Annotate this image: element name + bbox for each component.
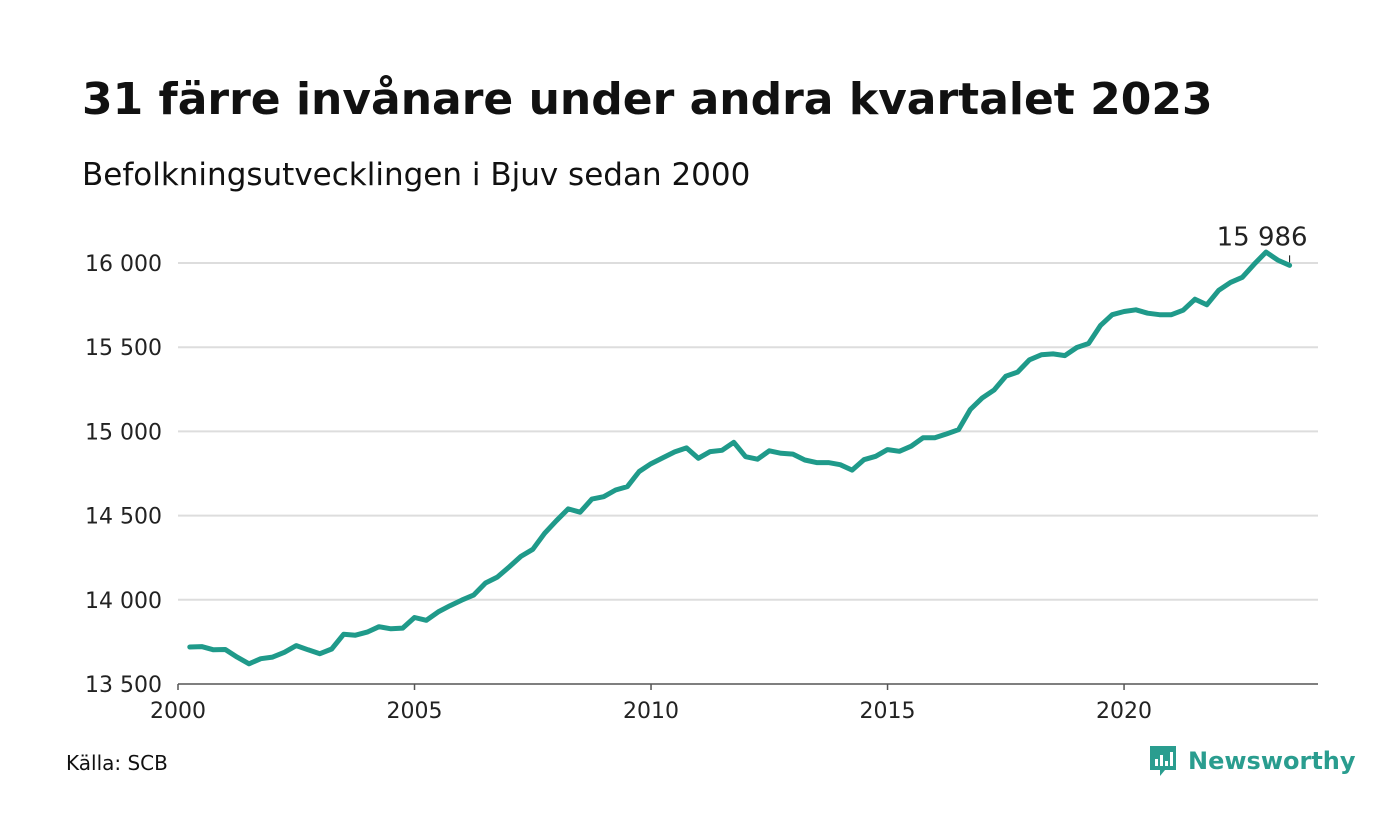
- y-tick-label: 16 000: [85, 252, 162, 277]
- x-tick-label: 2000: [150, 699, 206, 724]
- brand-name: Newsworthy: [1188, 747, 1356, 775]
- x-tick-label: 2005: [387, 699, 443, 724]
- data-points: [189, 251, 1290, 664]
- newsworthy-logo-icon: [1150, 746, 1176, 776]
- x-tick-label: 2010: [623, 699, 679, 724]
- brand-logo: Newsworthy: [1148, 744, 1356, 778]
- y-tick-label: 15 500: [85, 336, 162, 361]
- population-line: [187, 249, 1293, 667]
- y-axis-ticks: 13 500 14 000 14 500 15 000 15 500 16 000: [85, 252, 162, 698]
- x-tick-label: 2015: [860, 699, 916, 724]
- y-tick-label: 14 500: [85, 505, 162, 530]
- y-tick-label: 14 000: [85, 589, 162, 614]
- x-axis-ticks: 2000 2005 2010 2015 2020: [150, 684, 1152, 724]
- end-value-label: 15 986: [1217, 222, 1308, 252]
- chart-title: 31 färre invånare under andra kvartalet …: [82, 74, 1213, 125]
- x-tick-label: 2020: [1096, 699, 1152, 724]
- source-note: Källa: SCB: [66, 751, 168, 775]
- chart-subtitle: Befolkningsutvecklingen i Bjuv sedan 200…: [82, 157, 751, 193]
- y-tick-label: 15 000: [85, 420, 162, 445]
- grid-lines: [178, 262, 1318, 601]
- y-tick-label: 13 500: [85, 673, 162, 698]
